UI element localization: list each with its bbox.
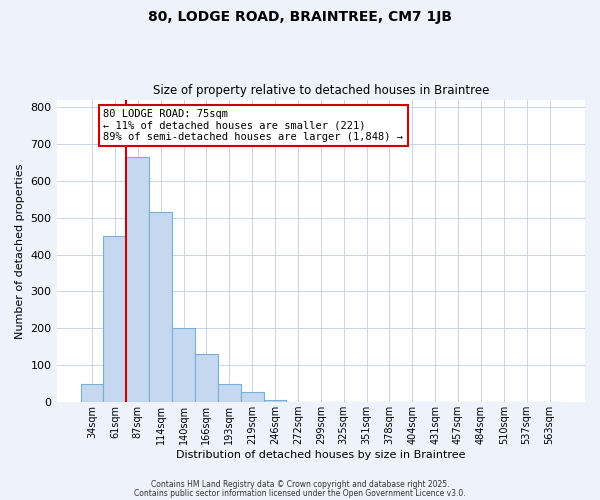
Bar <box>218 384 241 402</box>
Text: 80 LODGE ROAD: 75sqm
← 11% of detached houses are smaller (221)
89% of semi-deta: 80 LODGE ROAD: 75sqm ← 11% of detached h… <box>103 109 403 142</box>
Text: Contains HM Land Registry data © Crown copyright and database right 2025.: Contains HM Land Registry data © Crown c… <box>151 480 449 489</box>
Bar <box>195 354 218 402</box>
Text: Contains public sector information licensed under the Open Government Licence v3: Contains public sector information licen… <box>134 488 466 498</box>
Bar <box>172 328 195 402</box>
Bar <box>241 392 263 402</box>
Title: Size of property relative to detached houses in Braintree: Size of property relative to detached ho… <box>152 84 489 97</box>
Text: 80, LODGE ROAD, BRAINTREE, CM7 1JB: 80, LODGE ROAD, BRAINTREE, CM7 1JB <box>148 10 452 24</box>
Y-axis label: Number of detached properties: Number of detached properties <box>15 163 25 338</box>
Bar <box>263 400 286 402</box>
Bar <box>127 157 149 402</box>
X-axis label: Distribution of detached houses by size in Braintree: Distribution of detached houses by size … <box>176 450 466 460</box>
Bar <box>80 384 103 402</box>
Bar <box>103 236 127 402</box>
Bar <box>149 212 172 402</box>
